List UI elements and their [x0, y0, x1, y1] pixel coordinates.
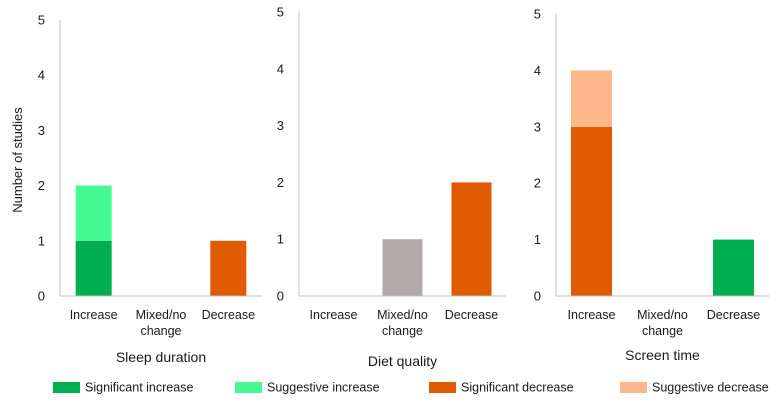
panel-screen-time: 0 1 2 3 4 5 Increase Mixed/no change Decrease Scre…: [534, 7, 769, 363]
x-tick-label: Mixed/no change: [637, 308, 688, 338]
legend-label-suggestive-increase: Suggestive increase: [267, 381, 380, 395]
bar-mixed-no-change-mixed-no-change: [382, 239, 423, 296]
y-tick-label: 2: [534, 176, 541, 191]
legend-label-suggestive-decrease: Suggestive decrease: [652, 381, 769, 395]
x-tick-label: Decrease: [445, 308, 499, 322]
legend-label-significant-increase: Significant increase: [85, 381, 193, 395]
bar-decrease-significant-decrease: [451, 182, 492, 296]
y-tick-label: 0: [38, 289, 45, 304]
y-tick-label: 5: [277, 5, 284, 20]
y-axis-label: Number of studies: [10, 107, 25, 213]
x-tick-label: Increase: [310, 308, 358, 322]
panel-title: Diet quality: [368, 353, 437, 369]
y-tick-label: 2: [277, 175, 284, 190]
panel-diet-quality: 0 1 2 3 4 5 Increase Mixed/no change Decrease Diet…: [277, 5, 506, 369]
x-tick-label: Mixed/no change: [377, 308, 428, 338]
panel-title: Screen time: [625, 347, 700, 363]
x-tick-label: Decrease: [707, 308, 761, 322]
x-tick-label: Decrease: [202, 308, 256, 322]
panel-title: Sleep duration: [116, 349, 206, 365]
legend-swatch-suggestive-decrease: [620, 382, 647, 393]
y-tick-label: 4: [38, 68, 45, 83]
x-tick-label: Increase: [568, 308, 616, 322]
bar-increase-suggestive-increase: [75, 185, 112, 241]
y-tick-label: 1: [534, 232, 541, 247]
y-tick-label: 3: [38, 123, 45, 138]
bar-decrease-significant-decrease: [210, 240, 247, 296]
y-tick-label: 1: [38, 233, 45, 248]
y-tick-label: 5: [38, 13, 45, 28]
y-tick-label: 3: [534, 119, 541, 134]
x-tick-label: Mixed/no change: [136, 308, 187, 338]
y-tick-label: 1: [277, 232, 284, 247]
bar-increase-suggestive-decrease: [571, 70, 612, 127]
legend: Significant increase Suggestive increase S…: [53, 381, 769, 395]
y-tick-label: 4: [534, 63, 541, 78]
y-tick-label: 0: [534, 289, 541, 304]
bar-increase-significant-decrease: [571, 126, 612, 296]
y-tick-label: 5: [534, 7, 541, 22]
y-tick-label: 2: [38, 178, 45, 193]
y-tick-label: 4: [277, 61, 284, 76]
y-tick-label: 0: [277, 289, 284, 304]
bar-increase-significant-increase: [75, 240, 112, 296]
legend-swatch-significant-increase: [53, 382, 80, 393]
legend-label-significant-decrease: Significant decrease: [461, 381, 574, 395]
bar-decrease-significant-increase: [713, 239, 754, 296]
x-tick-label: Increase: [70, 308, 118, 322]
panel-sleep-duration: 0 1 2 3 4 5 Increase Mixed/no change Decrease Slee…: [10, 13, 262, 365]
legend-swatch-significant-decrease: [429, 382, 456, 393]
legend-swatch-suggestive-increase: [235, 382, 262, 393]
y-tick-label: 3: [277, 118, 284, 133]
